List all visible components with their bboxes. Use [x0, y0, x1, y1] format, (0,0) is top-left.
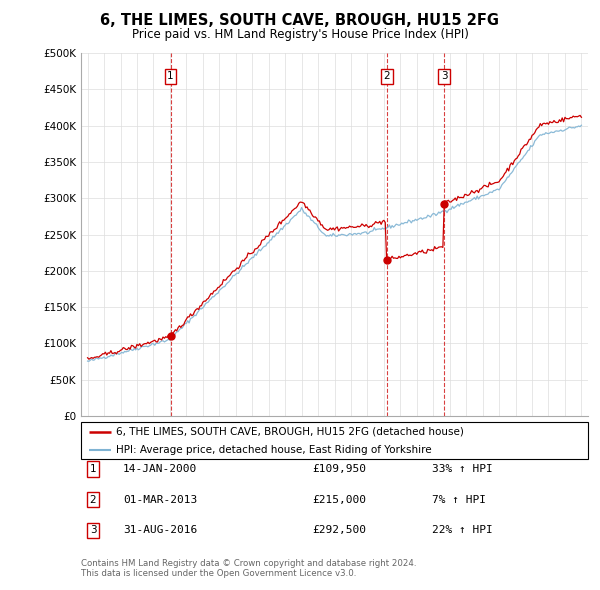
- Text: 1: 1: [89, 464, 97, 474]
- Text: 1: 1: [167, 71, 174, 81]
- Text: 31-AUG-2016: 31-AUG-2016: [123, 526, 197, 535]
- Text: £109,950: £109,950: [312, 464, 366, 474]
- Text: 3: 3: [89, 526, 97, 535]
- Text: 33% ↑ HPI: 33% ↑ HPI: [432, 464, 493, 474]
- Text: £215,000: £215,000: [312, 495, 366, 504]
- Text: 6, THE LIMES, SOUTH CAVE, BROUGH, HU15 2FG: 6, THE LIMES, SOUTH CAVE, BROUGH, HU15 2…: [101, 13, 499, 28]
- Text: £292,500: £292,500: [312, 526, 366, 535]
- Text: 2: 2: [89, 495, 97, 504]
- Text: 6, THE LIMES, SOUTH CAVE, BROUGH, HU15 2FG (detached house): 6, THE LIMES, SOUTH CAVE, BROUGH, HU15 2…: [116, 427, 464, 437]
- Text: 22% ↑ HPI: 22% ↑ HPI: [432, 526, 493, 535]
- Text: 14-JAN-2000: 14-JAN-2000: [123, 464, 197, 474]
- Text: Price paid vs. HM Land Registry's House Price Index (HPI): Price paid vs. HM Land Registry's House …: [131, 28, 469, 41]
- Text: 3: 3: [441, 71, 448, 81]
- Text: This data is licensed under the Open Government Licence v3.0.: This data is licensed under the Open Gov…: [81, 569, 356, 578]
- Text: Contains HM Land Registry data © Crown copyright and database right 2024.: Contains HM Land Registry data © Crown c…: [81, 559, 416, 568]
- Text: HPI: Average price, detached house, East Riding of Yorkshire: HPI: Average price, detached house, East…: [116, 445, 432, 455]
- Text: 2: 2: [383, 71, 390, 81]
- Text: 01-MAR-2013: 01-MAR-2013: [123, 495, 197, 504]
- Text: 7% ↑ HPI: 7% ↑ HPI: [432, 495, 486, 504]
